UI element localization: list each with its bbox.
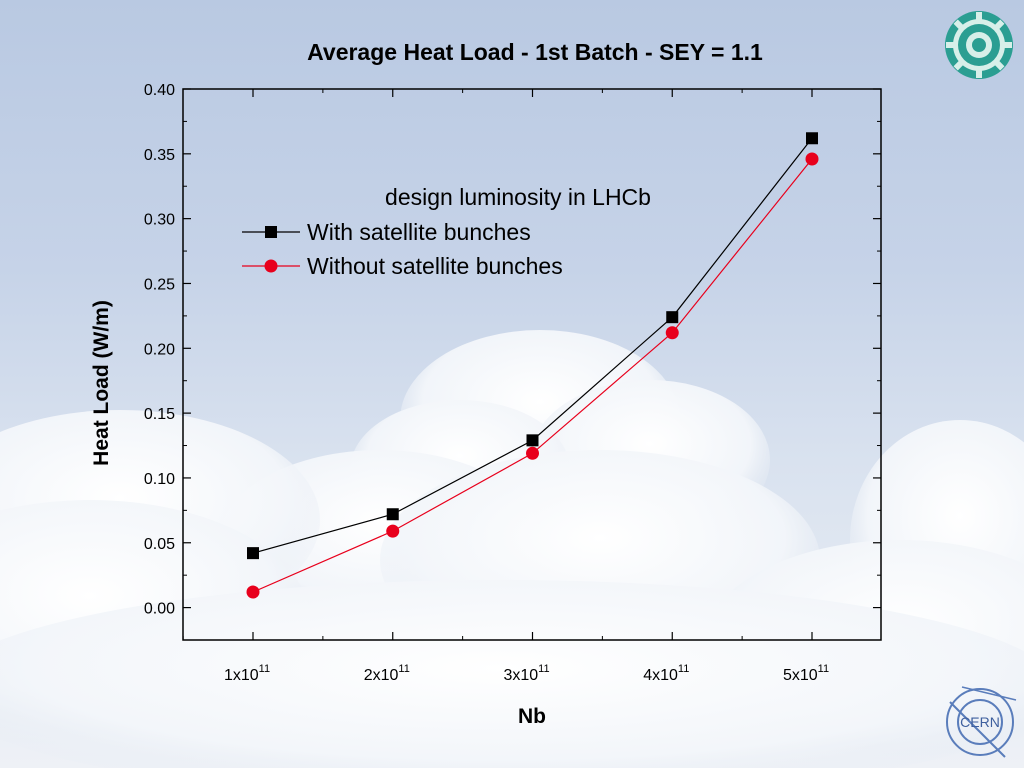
y-tick-label: 0.15 [144, 406, 175, 423]
y-tick-label: 0.25 [144, 276, 175, 293]
legend-label-2: Without satellite bunches [307, 253, 563, 279]
y-tick-label: 0.00 [144, 601, 175, 618]
data-point-circle [665, 326, 679, 340]
data-point-circle [246, 585, 260, 599]
x-tick-label: 5x1011 [783, 663, 829, 684]
cern-logo-text: CERN [960, 714, 1000, 730]
legend-title: design luminosity in LHCb [385, 184, 651, 210]
plot-area [182, 88, 882, 641]
y-tick-label: 0.10 [144, 471, 175, 488]
y-tick-label: 0.20 [144, 341, 175, 358]
cern-logo: CERN [946, 686, 1017, 758]
y-tick-label: 0.40 [144, 82, 175, 99]
data-point-square [526, 434, 539, 447]
legend-label-1: With satellite bunches [307, 219, 531, 245]
data-point-circle [526, 446, 539, 460]
data-point-circle [386, 524, 400, 538]
data-point-square [806, 132, 818, 145]
legend-marker-square [265, 226, 277, 238]
gear-emblem-logo [945, 11, 1013, 79]
y-tick-label: 0.30 [144, 212, 175, 229]
data-point-square [247, 547, 259, 560]
legend-marker-circle [264, 259, 278, 273]
x-tick-label: 1x1011 [224, 663, 270, 684]
data-point-square [386, 508, 399, 521]
chart-title: Average Heat Load - 1st Batch - SEY = 1.… [307, 39, 763, 65]
y-axis-label: Heat Load (W/m) [90, 300, 113, 466]
data-point-circle [805, 152, 819, 166]
x-axis-label: Nb [518, 705, 546, 728]
y-tick-label: 0.05 [144, 536, 175, 553]
x-tick-label: 2x1011 [364, 663, 410, 684]
y-tick-label: 0.35 [144, 147, 175, 164]
x-tick-label: 3x1011 [503, 663, 549, 684]
x-tick-label: 4x1011 [643, 663, 689, 684]
data-point-square [666, 311, 679, 324]
